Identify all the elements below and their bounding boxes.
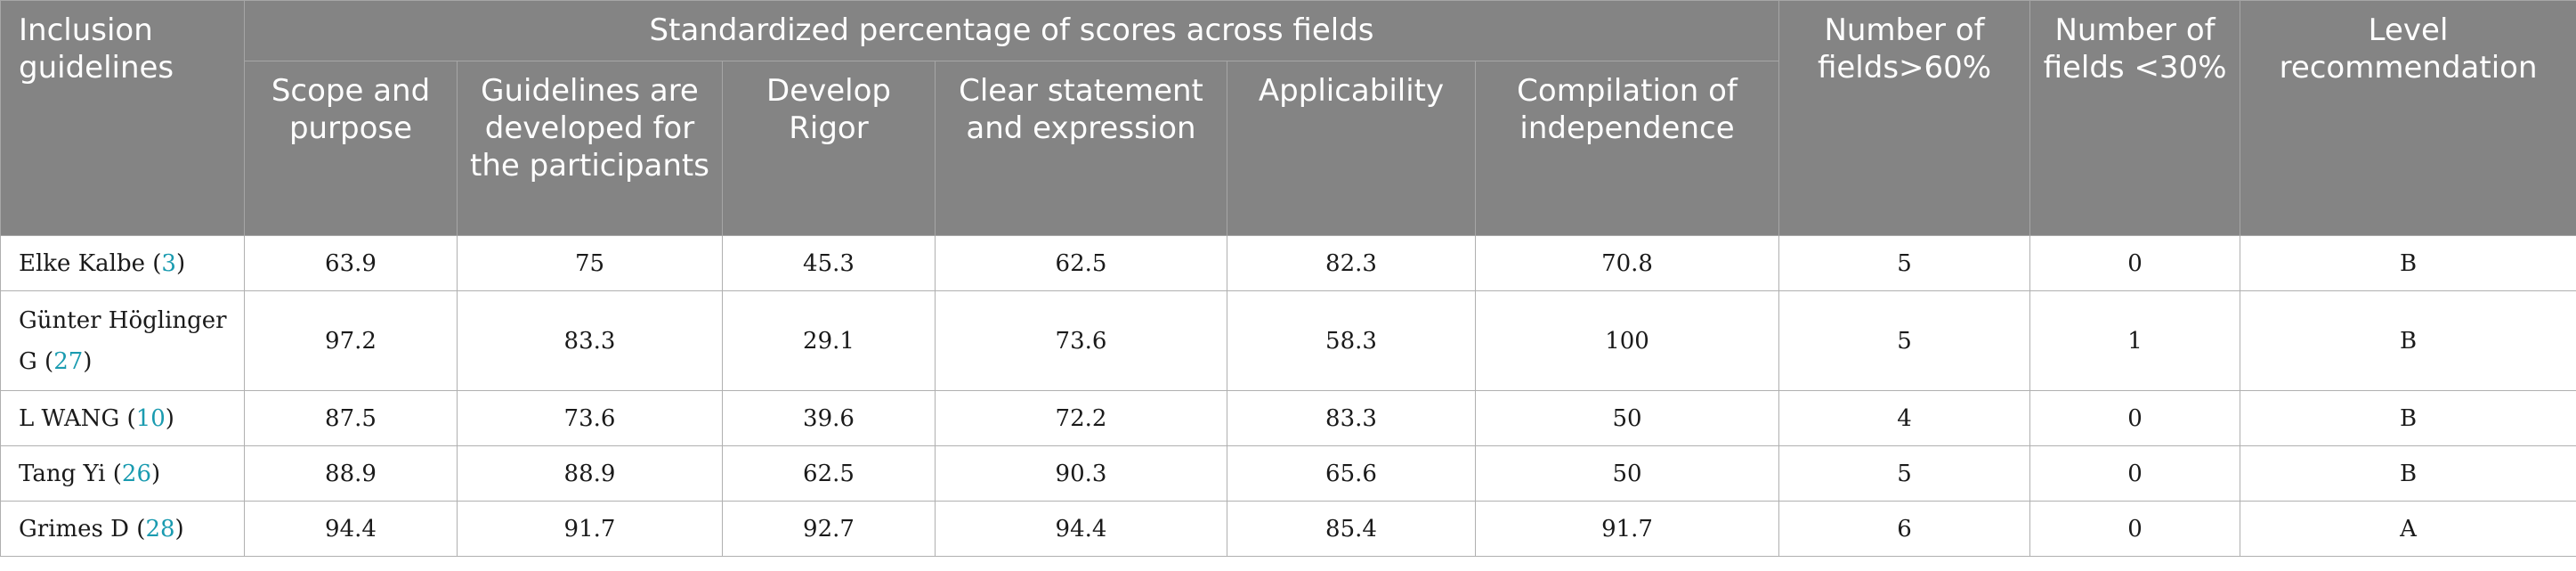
reference-link[interactable]: 26	[121, 460, 152, 487]
guideline-name: Tang Yi	[19, 460, 106, 487]
score-compilation-independence: 100	[1474, 290, 1780, 391]
score-applicability: 65.6	[1227, 445, 1476, 502]
score-compilation-independence: 91.7	[1474, 501, 1780, 557]
score-clear-statement: 90.3	[935, 445, 1227, 502]
score-applicability: 85.4	[1227, 501, 1476, 557]
score-applicability: 82.3	[1227, 235, 1476, 291]
score-compilation-independence: 50	[1474, 445, 1780, 502]
table-body: Elke Kalbe (3) 63.9 75 45.3 62.5 82.3 70…	[0, 235, 2576, 557]
header-level-recommendation: Level recommendation	[2240, 0, 2576, 236]
reference-link[interactable]: 10	[135, 404, 166, 432]
level-recommendation: B	[2240, 290, 2576, 391]
guideline-name-cell: Elke Kalbe (3)	[0, 235, 245, 291]
score-developed-for-participants: 83.3	[457, 290, 723, 391]
table-row: L WANG (10) 87.5 73.6 39.6 72.2 83.3 50 …	[0, 390, 2576, 446]
guideline-name: Günter Höglinger G	[19, 306, 227, 375]
guideline-name: Elke Kalbe	[19, 249, 145, 277]
score-developed-for-participants: 88.9	[457, 445, 723, 502]
header-develop-rigor: Develop Rigor	[722, 61, 936, 236]
reference-link[interactable]: 27	[53, 347, 84, 375]
guideline-name-cell: Günter Höglinger G (27)	[0, 290, 245, 391]
score-develop-rigor: 45.3	[722, 235, 936, 291]
score-developed-for-participants: 91.7	[457, 501, 723, 557]
score-scope-purpose: 97.2	[244, 290, 458, 391]
score-clear-statement: 72.2	[935, 390, 1227, 446]
table-row: Elke Kalbe (3) 63.9 75 45.3 62.5 82.3 70…	[0, 235, 2576, 291]
score-developed-for-participants: 75	[457, 235, 723, 291]
count-fields-under-30: 0	[2029, 501, 2241, 557]
level-recommendation: A	[2240, 501, 2576, 557]
table-row: Tang Yi (26) 88.9 88.9 62.5 90.3 65.6 50…	[0, 445, 2576, 502]
count-fields-under-30: 1	[2029, 290, 2241, 391]
level-recommendation: B	[2240, 390, 2576, 446]
header-developed-for-participants: Guidelines are developed for the partici…	[457, 61, 723, 236]
score-applicability: 83.3	[1227, 390, 1476, 446]
guideline-name-cell: Tang Yi (26)	[0, 445, 245, 502]
header-inclusion-guidelines: Inclusion guidelines	[0, 0, 245, 236]
header-scope-purpose: Scope and purpose	[244, 61, 458, 236]
guideline-name-cell: L WANG (10)	[0, 390, 245, 446]
score-applicability: 58.3	[1227, 290, 1476, 391]
count-fields-over-60: 4	[1778, 390, 2031, 446]
count-fields-under-30: 0	[2029, 390, 2241, 446]
guideline-name: Grimes D	[19, 515, 130, 542]
guideline-name-cell: Grimes D (28)	[0, 501, 245, 557]
score-scope-purpose: 94.4	[244, 501, 458, 557]
score-clear-statement: 62.5	[935, 235, 1227, 291]
header-clear-statement: Clear statement and expression	[935, 61, 1227, 236]
header-applicability: Applicability	[1227, 61, 1476, 236]
table-row: Günter Höglinger G (27) 97.2 83.3 29.1 7…	[0, 290, 2576, 391]
count-fields-under-30: 0	[2029, 235, 2241, 291]
score-scope-purpose: 88.9	[244, 445, 458, 502]
score-clear-statement: 94.4	[935, 501, 1227, 557]
count-fields-over-60: 6	[1778, 501, 2031, 557]
score-scope-purpose: 87.5	[244, 390, 458, 446]
table-header: Inclusion guidelines Standardized percen…	[0, 0, 2576, 236]
header-compilation-independence: Compilation of independence	[1474, 61, 1780, 236]
table-row: Grimes D (28) 94.4 91.7 92.7 94.4 85.4 9…	[0, 501, 2576, 557]
score-develop-rigor: 62.5	[722, 445, 936, 502]
level-recommendation: B	[2240, 445, 2576, 502]
score-developed-for-participants: 73.6	[457, 390, 723, 446]
score-scope-purpose: 63.9	[244, 235, 458, 291]
score-compilation-independence: 70.8	[1474, 235, 1780, 291]
score-compilation-independence: 50	[1474, 390, 1780, 446]
header-fields-over-60: Number of fields>60%	[1778, 0, 2031, 236]
score-develop-rigor: 39.6	[722, 390, 936, 446]
reference-link[interactable]: 3	[161, 249, 176, 277]
count-fields-under-30: 0	[2029, 445, 2241, 502]
header-fields-under-30: Number of fields <30%	[2029, 0, 2241, 236]
guideline-name: L WANG	[19, 404, 120, 432]
guideline-quality-table: Inclusion guidelines Standardized percen…	[0, 0, 2576, 557]
score-develop-rigor: 29.1	[722, 290, 936, 391]
header-standardized-percentage: Standardized percentage of scores across…	[243, 0, 1780, 61]
count-fields-over-60: 5	[1778, 445, 2031, 502]
reference-link[interactable]: 28	[145, 515, 175, 542]
level-recommendation: B	[2240, 235, 2576, 291]
count-fields-over-60: 5	[1778, 290, 2031, 391]
score-clear-statement: 73.6	[935, 290, 1227, 391]
score-develop-rigor: 92.7	[722, 501, 936, 557]
count-fields-over-60: 5	[1778, 235, 2031, 291]
